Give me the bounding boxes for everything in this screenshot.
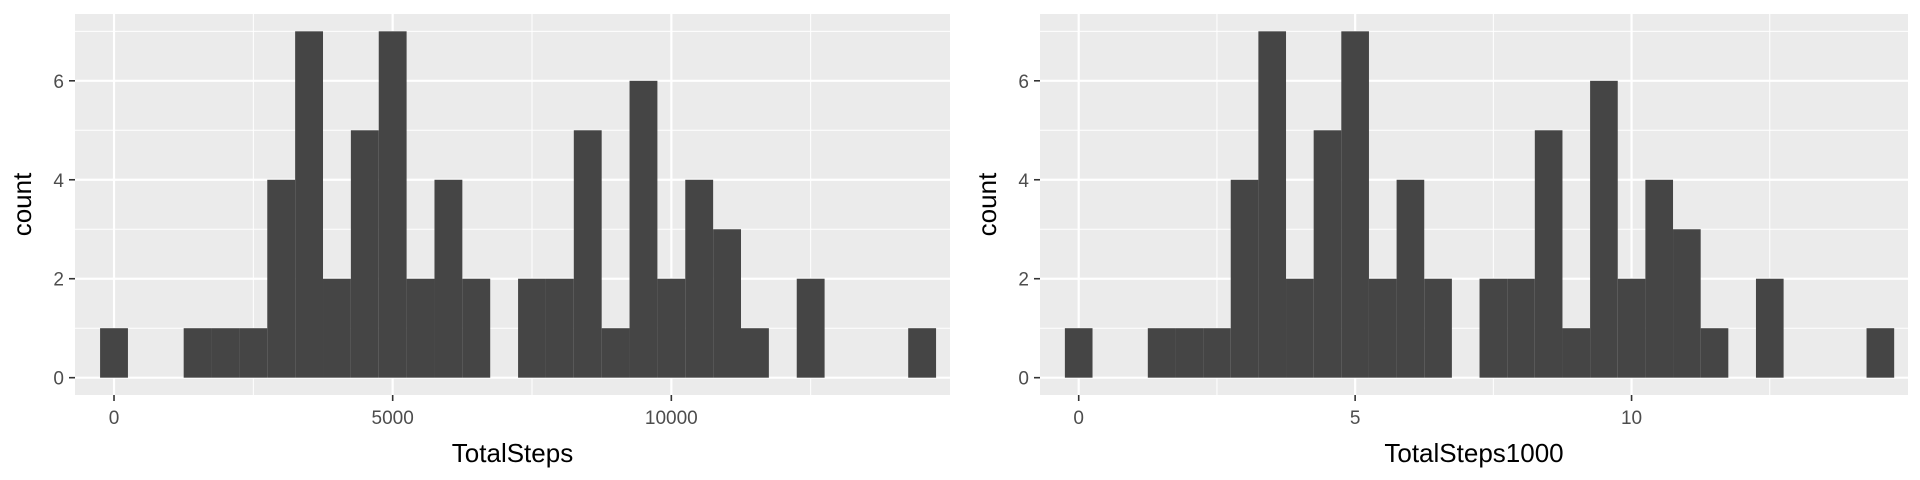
x-tick-label: 0: [1073, 408, 1084, 429]
histogram-bar: [295, 31, 324, 378]
y-tick-label: 0: [53, 369, 64, 390]
histogram-bar: [1700, 328, 1729, 378]
histogram-bar: [685, 179, 714, 378]
histogram-panel-totalsteps1000: 0 5 10 0 2 4 6 TotalSteps1000 count: [972, 14, 1908, 468]
histogram-bar: [1590, 80, 1618, 378]
y-tick-label: 2: [53, 270, 64, 291]
y-tick-label: 4: [1018, 171, 1029, 192]
histogram-bar: [1147, 328, 1176, 378]
x-axis-title: TotalSteps: [452, 438, 573, 468]
histogram-bar: [1755, 278, 1784, 378]
x-tick-label: 10: [1621, 408, 1642, 429]
histogram-bar: [350, 130, 379, 378]
histogram-bar: [1673, 229, 1701, 378]
histogram-bar: [1258, 31, 1287, 378]
histogram-bar: [1617, 278, 1646, 378]
histogram-bar: [323, 278, 351, 378]
histogram-bar: [434, 179, 463, 378]
histogram-bar: [518, 278, 546, 378]
histogram-bar: [796, 278, 825, 378]
histogram-bar: [406, 278, 435, 378]
histogram-bar: [573, 130, 602, 378]
y-tick-label: 0: [1018, 369, 1029, 390]
histogram-bar: [1645, 179, 1674, 378]
histogram-bar: [1286, 278, 1314, 378]
histogram-bar: [211, 328, 240, 378]
histogram-bar: [1313, 130, 1342, 378]
y-axis-title: count: [7, 172, 37, 236]
y-tick-label: 6: [1018, 72, 1029, 93]
histogram-bar: [1203, 328, 1231, 378]
y-tick-label: 4: [53, 171, 64, 192]
histogram-bar: [1368, 278, 1397, 378]
x-tick-label: 0: [109, 408, 120, 429]
histogram-bar: [1507, 278, 1535, 378]
histogram-bar: [1866, 328, 1895, 378]
histogram-bar: [1230, 179, 1259, 378]
histogram-bar: [1424, 278, 1452, 378]
histogram-bar: [1396, 179, 1425, 378]
x-tick-label: 5000: [372, 408, 414, 429]
histogram-bar: [100, 328, 128, 378]
histogram-bar: [378, 31, 407, 378]
histogram-bar: [1534, 130, 1563, 378]
histogram-bar: [267, 179, 296, 378]
histogram-bar: [239, 328, 268, 378]
histogram-panel-totalsteps: 0 5000 10000 0 2 4 6 TotalSteps count: [7, 14, 950, 468]
histogram-bar: [545, 278, 574, 378]
y-tick-label: 6: [53, 72, 64, 93]
histogram-bar: [629, 80, 658, 378]
y-axis-title: count: [972, 172, 1002, 236]
histogram-bar: [908, 328, 937, 378]
x-tick-label: 10000: [645, 408, 698, 429]
histogram-bar: [741, 328, 769, 378]
histogram-bar: [713, 229, 742, 378]
histogram-bar: [1479, 278, 1508, 378]
histogram-bar: [657, 278, 686, 378]
y-tick-label: 2: [1018, 270, 1029, 291]
histogram-bar: [1562, 328, 1591, 378]
histogram-bar: [183, 328, 212, 378]
histogram-bar: [462, 278, 491, 378]
histogram-bar: [1341, 31, 1369, 378]
x-tick-label: 5: [1350, 408, 1361, 429]
histogram-bar: [1175, 328, 1204, 378]
histogram-bar: [1064, 328, 1093, 378]
x-axis-title: TotalSteps1000: [1384, 438, 1563, 468]
histogram-bar: [601, 328, 630, 378]
